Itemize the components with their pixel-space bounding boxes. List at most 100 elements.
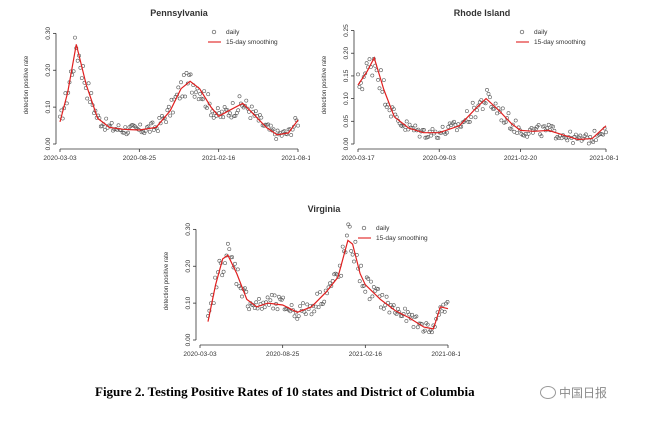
- daily-point: [170, 110, 175, 115]
- daily-point: [262, 305, 267, 310]
- x-tick-label: 2021-08-18: [589, 155, 618, 162]
- daily-point: [525, 134, 530, 139]
- daily-point: [403, 306, 407, 311]
- daily-point: [360, 87, 365, 92]
- daily-point: [253, 109, 258, 114]
- daily-point: [244, 98, 249, 103]
- y-tick-label: 0.25: [343, 24, 350, 37]
- daily-point: [188, 72, 193, 77]
- watermark: 中国日报: [540, 384, 607, 401]
- daily-point: [181, 73, 186, 77]
- daily-point: [497, 109, 502, 114]
- daily-point: [265, 295, 270, 300]
- y-tick-label: 0.10: [185, 296, 192, 309]
- daily-point: [445, 300, 450, 304]
- daily-point: [166, 104, 171, 109]
- daily-point: [591, 140, 596, 145]
- daily-point: [486, 92, 491, 96]
- daily-point: [359, 263, 364, 268]
- daily-point: [79, 76, 84, 81]
- y-axis-label: detection positive rate: [24, 55, 30, 114]
- daily-point: [213, 275, 218, 280]
- y-axis-label: detection positive rate: [322, 55, 328, 114]
- daily-point: [319, 302, 324, 306]
- daily-point: [211, 115, 216, 120]
- chart-title: Rhode Island: [454, 8, 511, 18]
- daily-point: [292, 314, 297, 319]
- y-tick-label: 0.15: [343, 69, 350, 82]
- daily-point: [269, 293, 274, 297]
- daily-point: [440, 124, 445, 129]
- daily-point: [109, 121, 114, 125]
- daily-point: [252, 306, 257, 311]
- daily-point: [429, 133, 434, 138]
- daily-point: [422, 328, 427, 333]
- daily-point: [301, 301, 305, 306]
- daily-point: [551, 124, 555, 129]
- daily-point: [411, 325, 416, 329]
- daily-point: [473, 115, 478, 120]
- daily-point: [254, 300, 259, 305]
- y-tick-label: 0.10: [45, 100, 52, 113]
- x-tick-label: 2020-03-03: [183, 351, 217, 358]
- daily-point: [126, 130, 130, 135]
- daily-point: [601, 132, 606, 137]
- daily-point: [398, 314, 403, 318]
- daily-point: [289, 303, 294, 307]
- daily-point: [414, 314, 419, 319]
- daily-point: [444, 130, 449, 135]
- daily-point: [318, 290, 322, 295]
- daily-point: [379, 68, 383, 73]
- daily-point: [413, 123, 418, 128]
- daily-point: [226, 241, 230, 246]
- daily-point: [415, 325, 420, 330]
- daily-point: [305, 302, 310, 307]
- daily-point: [291, 308, 296, 313]
- daily-point: [289, 133, 294, 137]
- daily-point: [480, 107, 485, 112]
- x-tick-label: 2020-09-03: [423, 155, 457, 162]
- daily-points: [356, 57, 608, 146]
- daily-point: [176, 85, 181, 90]
- daily-point: [221, 115, 226, 120]
- x-tick-label: 2021-02-20: [504, 155, 538, 162]
- daily-point: [189, 90, 194, 95]
- smoothing-line: [357, 56, 607, 141]
- daily-point: [123, 125, 128, 130]
- daily-point: [526, 131, 531, 136]
- daily-point: [381, 306, 386, 311]
- daily-point: [350, 252, 355, 257]
- x-tick-label: 2020-03-17: [341, 155, 375, 162]
- daily-point: [357, 85, 362, 89]
- daily-point: [259, 115, 264, 120]
- daily-point: [500, 106, 505, 111]
- chart-title: Pennsylvania: [150, 8, 209, 18]
- daily-point: [230, 255, 235, 260]
- daily-point: [236, 108, 241, 113]
- daily-point: [420, 128, 425, 132]
- daily-point: [240, 294, 244, 299]
- x-tick-label: 2021-02-16: [349, 351, 383, 358]
- daily-point: [464, 109, 469, 114]
- daily-point: [371, 285, 376, 289]
- daily-point: [138, 122, 143, 127]
- daily-point: [271, 127, 276, 132]
- daily-point: [436, 136, 441, 140]
- daily-point: [248, 116, 253, 121]
- daily-point: [347, 224, 352, 229]
- daily-point: [274, 137, 279, 141]
- daily-point: [147, 129, 152, 134]
- daily-point: [352, 259, 356, 264]
- daily-point: [116, 123, 121, 128]
- daily-point: [268, 298, 273, 303]
- daily-point: [384, 294, 389, 299]
- daily-point: [425, 322, 430, 327]
- daily-point: [594, 138, 598, 143]
- daily-point: [316, 305, 321, 310]
- daily-point: [417, 134, 422, 139]
- daily-point: [339, 273, 344, 278]
- daily-point: [272, 293, 277, 298]
- daily-point: [381, 78, 386, 83]
- daily-point: [275, 307, 280, 312]
- daily-point: [230, 101, 235, 105]
